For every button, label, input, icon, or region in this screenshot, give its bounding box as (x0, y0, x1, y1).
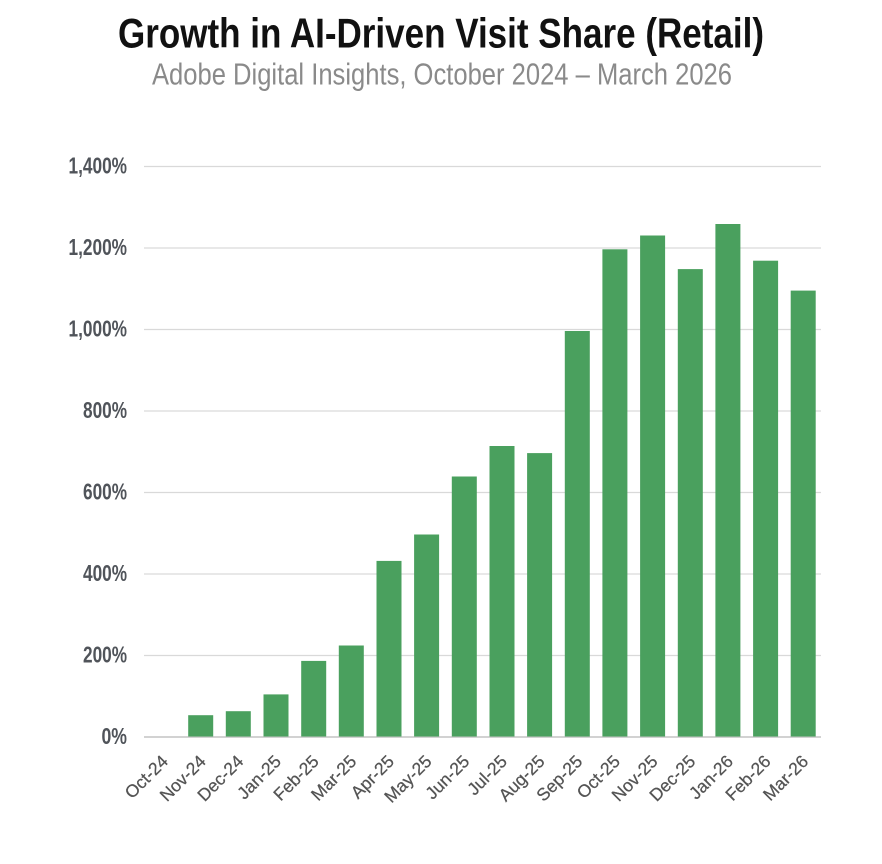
svg-text:1,200%: 1,200% (69, 234, 128, 260)
svg-text:Growth in AI-Driven Visit Shar: Growth in AI-Driven Visit Share (Retail) (118, 10, 764, 57)
svg-text:0%: 0% (102, 723, 128, 749)
svg-text:800%: 800% (83, 397, 127, 423)
svg-text:200%: 200% (83, 642, 127, 668)
svg-text:1,400%: 1,400% (69, 153, 128, 179)
svg-text:600%: 600% (83, 479, 127, 505)
svg-text:Adobe Digital Insights, Octobe: Adobe Digital Insights, October 2024 – M… (152, 58, 732, 92)
svg-text:1,000%: 1,000% (69, 316, 128, 342)
svg-text:400%: 400% (83, 560, 127, 586)
